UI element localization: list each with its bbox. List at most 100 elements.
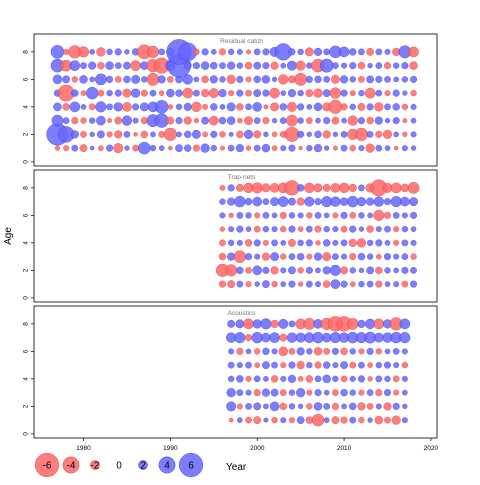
residual-point	[98, 145, 104, 151]
residual-point	[358, 267, 365, 273]
residual-point	[366, 403, 374, 410]
residual-point	[349, 103, 356, 111]
residual-point	[228, 239, 235, 247]
residual-point	[288, 389, 296, 396]
residual-point	[50, 45, 65, 59]
residual-point	[384, 375, 391, 383]
panel-title: Trap-nets	[228, 174, 256, 181]
residual-point	[393, 281, 400, 288]
residual-point	[236, 103, 244, 111]
residual-point	[97, 89, 105, 97]
residual-point	[201, 48, 209, 56]
y-tick-label: 2	[23, 132, 30, 136]
residual-point	[288, 225, 296, 233]
residual-point	[304, 47, 314, 57]
residual-point	[410, 253, 417, 260]
residual-point	[209, 75, 218, 84]
residual-point	[236, 280, 244, 288]
residual-point	[262, 239, 269, 246]
residual-point	[358, 76, 365, 83]
residual-point	[357, 103, 366, 111]
residual-point	[86, 86, 99, 100]
residual-point	[306, 348, 313, 355]
legend-label: 6	[188, 461, 194, 472]
residual-point	[323, 417, 330, 423]
residual-point	[262, 212, 270, 219]
residual-point	[306, 212, 313, 219]
residual-point	[218, 280, 226, 288]
residual-point	[252, 265, 262, 276]
residual-point	[305, 375, 313, 383]
residual-point	[340, 388, 348, 397]
residual-point	[358, 348, 365, 355]
residual-point	[324, 145, 330, 151]
residual-point	[235, 144, 244, 153]
legend-label: -2	[91, 461, 100, 472]
y-tick-label: 0	[23, 432, 30, 436]
residual-point	[200, 61, 210, 70]
residual-point	[375, 361, 382, 369]
residual-point	[211, 49, 217, 55]
residual-point	[410, 267, 417, 274]
x-tick-label: 1980	[76, 445, 91, 452]
residual-point	[366, 116, 374, 125]
residual-point	[306, 131, 312, 137]
residual-point	[313, 183, 323, 193]
residual-point	[262, 48, 270, 56]
residual-point	[184, 130, 192, 139]
residual-point	[269, 183, 280, 193]
residual-point	[210, 144, 217, 152]
residual-point	[402, 118, 408, 124]
legend-label: 4	[164, 461, 170, 472]
residual-point	[401, 253, 409, 260]
residual-point	[340, 144, 348, 152]
residual-point	[347, 195, 359, 208]
residual-point	[384, 211, 391, 219]
residual-point	[271, 118, 278, 124]
x-axis-title: Year	[226, 462, 247, 473]
residual-point	[270, 252, 279, 262]
residual-point	[184, 144, 192, 152]
x-axis: 1980 1990 2000 2010 2020	[76, 438, 439, 452]
legend-bubble	[35, 453, 60, 478]
residual-point	[357, 402, 366, 411]
residual-point	[236, 75, 244, 83]
residual-point	[123, 75, 131, 84]
residual-point	[305, 75, 313, 83]
residual-point	[392, 212, 400, 219]
panel-title: Acoustics	[228, 310, 257, 317]
residual-point	[237, 417, 243, 423]
residual-point	[210, 130, 218, 138]
residual-point	[401, 225, 408, 233]
residual-point	[384, 389, 391, 397]
residual-point	[166, 88, 175, 98]
residual-point	[269, 332, 280, 343]
residual-point	[69, 101, 81, 113]
residual-point	[330, 183, 341, 193]
residual-point	[97, 61, 105, 70]
residual-point	[114, 130, 123, 139]
residual-point	[245, 361, 252, 369]
residual-point	[88, 61, 97, 70]
y-tick-label: 8	[23, 50, 30, 54]
residual-point	[384, 76, 391, 83]
residual-point	[358, 184, 365, 192]
residual-point	[192, 129, 201, 139]
residual-point	[245, 226, 252, 232]
residual-point	[210, 103, 218, 111]
residual-point	[236, 389, 244, 396]
residual-point	[245, 389, 252, 396]
residual-point	[332, 62, 339, 69]
legend-bubble	[62, 456, 80, 474]
residual-point	[314, 130, 322, 139]
residual-point	[393, 145, 399, 151]
residual-point	[237, 117, 243, 124]
residual-point	[340, 361, 348, 369]
residual-point	[401, 375, 408, 382]
residual-point	[245, 348, 252, 355]
residual-point	[373, 318, 385, 330]
residual-point	[235, 184, 244, 192]
residual-point	[245, 281, 252, 288]
residual-point	[296, 197, 305, 206]
